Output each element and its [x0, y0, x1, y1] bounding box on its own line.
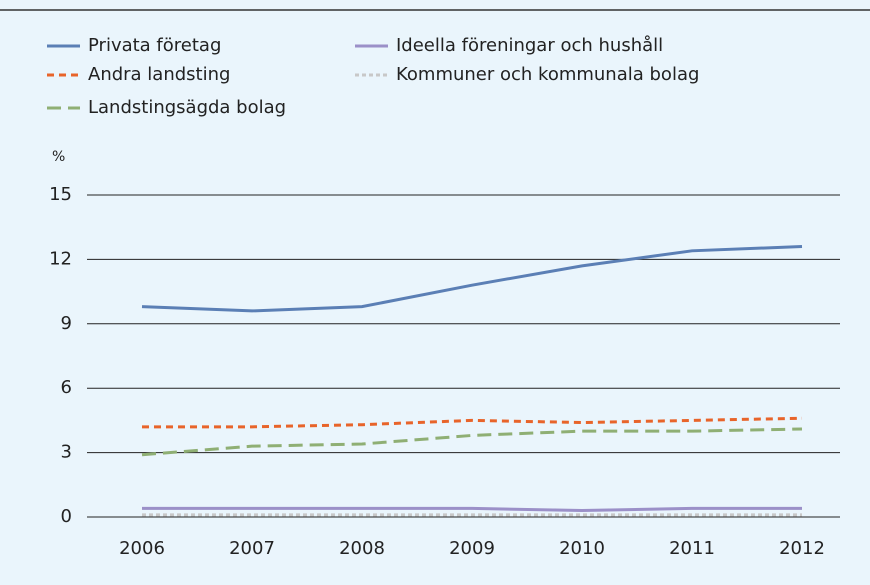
x-tick-label: 2008 — [339, 538, 385, 559]
y-tick-label: 6 — [61, 377, 72, 398]
x-tick-label: 2011 — [669, 538, 715, 559]
x-tick-label: 2006 — [119, 538, 165, 559]
x-tick-label: 2009 — [449, 538, 495, 559]
legend-label: Landstingsägda bolag — [88, 97, 286, 118]
y-tick-label: 12 — [49, 248, 72, 269]
line — [142, 416, 803, 429]
y-tick-label: 0 — [61, 506, 72, 527]
legend-label: Andra landsting — [88, 64, 230, 85]
y-tick-label: 15 — [49, 184, 72, 205]
legend-label: Privata företag — [88, 35, 221, 56]
legend-label: Ideella föreningar och hushåll — [396, 35, 663, 56]
x-tick-label: 2010 — [559, 538, 605, 559]
legend-label: Kommuner och kommunala bolag — [396, 64, 699, 85]
y-unit-label: % — [52, 149, 65, 165]
line — [141, 245, 803, 313]
y-tick-label: 9 — [61, 313, 72, 334]
x-tick-label: 2007 — [229, 538, 275, 559]
line — [141, 427, 803, 457]
y-tick-label: 3 — [61, 442, 72, 463]
x-tick-label: 2012 — [779, 538, 825, 559]
line — [142, 506, 802, 513]
